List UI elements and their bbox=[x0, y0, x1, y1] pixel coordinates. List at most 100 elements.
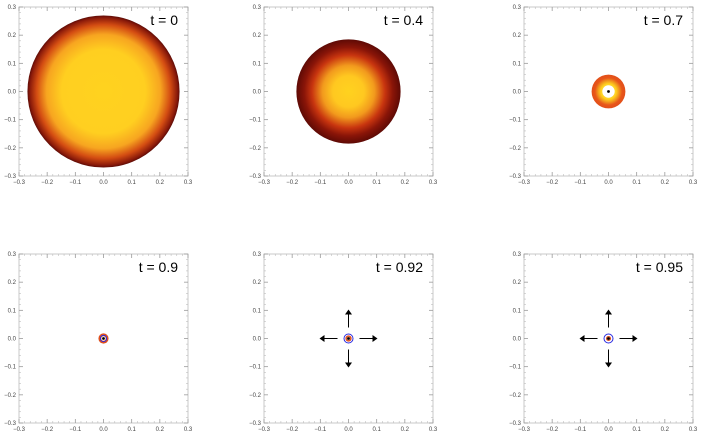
arrow-head bbox=[319, 335, 325, 342]
y-tick-label: 0.3 bbox=[513, 5, 522, 11]
x-tick-label: 0.3 bbox=[184, 180, 193, 186]
x-tick-label: 0.2 bbox=[401, 180, 410, 186]
x-tick-label: 0.0 bbox=[604, 427, 613, 433]
y-tick-label: −0.3 bbox=[509, 421, 522, 427]
x-tick-label: 0.3 bbox=[689, 180, 698, 186]
x-tick-label: 0.2 bbox=[156, 180, 165, 186]
y-tick-label: 0.3 bbox=[513, 252, 522, 258]
x-tick-label: 0.2 bbox=[156, 427, 165, 433]
x-tick-label: −0.2 bbox=[41, 180, 54, 186]
center-dot bbox=[347, 337, 350, 340]
y-tick-label: −0.1 bbox=[4, 365, 17, 371]
x-tick-label: 0.0 bbox=[344, 180, 353, 186]
x-tick-label: 0.1 bbox=[127, 180, 136, 186]
x-tick-label: 0.2 bbox=[401, 427, 410, 433]
y-tick-label: −0.2 bbox=[4, 393, 17, 399]
density-disk bbox=[296, 39, 401, 144]
center-dot bbox=[607, 337, 610, 340]
y-tick-label: 0.1 bbox=[253, 308, 262, 314]
y-tick-label: −0.2 bbox=[4, 146, 17, 152]
x-tick-label: 0.3 bbox=[184, 427, 193, 433]
x-tick-label: −0.1 bbox=[574, 180, 587, 186]
time-label: t = 0.95 bbox=[636, 259, 683, 275]
y-tick-label: 0.1 bbox=[253, 61, 262, 67]
arrow-head bbox=[345, 362, 352, 368]
panel-5: −0.3−0.3 −0.2 −0.2 −0.1 −0.1 0.0 0.0 0.1 0.1 0.2 0… bbox=[249, 252, 438, 433]
panel-4: −0.3−0.3 −0.2 −0.2 −0.1 −0.1 0.0 0.0 0.1 0.1 0.2 0… bbox=[4, 252, 193, 433]
x-tick-label: 0.3 bbox=[689, 427, 698, 433]
x-tick-label: 0.2 bbox=[661, 427, 670, 433]
y-tick-label: 0.2 bbox=[513, 280, 522, 286]
x-tick-label: −0.2 bbox=[286, 180, 299, 186]
y-tick-label: 0.2 bbox=[8, 33, 17, 39]
blue-ring bbox=[343, 333, 354, 344]
x-tick-label: −0.3 bbox=[258, 180, 271, 186]
x-tick-label: 0.1 bbox=[372, 180, 381, 186]
y-tick-label: −0.3 bbox=[509, 174, 522, 180]
blue-ring bbox=[99, 334, 108, 343]
arrow-head bbox=[632, 335, 638, 342]
x-tick-label: −0.2 bbox=[286, 427, 299, 433]
y-tick-label: 0.1 bbox=[513, 61, 522, 67]
center-dot bbox=[607, 90, 610, 93]
y-tick-label: 0.0 bbox=[253, 90, 262, 96]
y-tick-label: −0.2 bbox=[509, 146, 522, 152]
arrow-head bbox=[605, 362, 612, 368]
time-label: t = 0.7 bbox=[644, 12, 684, 28]
time-label: t = 0.4 bbox=[384, 12, 424, 28]
y-tick-label: 0.1 bbox=[8, 308, 17, 314]
panel-3: −0.3−0.3 −0.2 −0.2 −0.1 −0.1 0.0 0.0 0.1 0.1 0.2 0… bbox=[509, 5, 698, 186]
y-tick-label: 0.0 bbox=[253, 337, 262, 343]
x-tick-label: 0.1 bbox=[632, 427, 641, 433]
y-tick-label: 0.0 bbox=[8, 337, 17, 343]
panel-1: −0.3−0.3 −0.2 −0.2 −0.1 −0.1 0.0 0.0 0.1 0.1 0.2 0… bbox=[4, 5, 193, 186]
y-tick-label: −0.3 bbox=[4, 174, 17, 180]
x-tick-label: 0.3 bbox=[429, 427, 438, 433]
arrow-head bbox=[345, 309, 352, 315]
x-tick-label: 0.0 bbox=[604, 180, 613, 186]
x-tick-label: −0.2 bbox=[41, 427, 54, 433]
y-tick-label: 0.2 bbox=[8, 280, 17, 286]
y-tick-label: 0.1 bbox=[513, 308, 522, 314]
x-tick-label: 0.1 bbox=[127, 427, 136, 433]
y-tick-label: 0.2 bbox=[253, 33, 262, 39]
y-tick-label: 0.3 bbox=[8, 5, 17, 11]
x-tick-label: 0.0 bbox=[99, 427, 108, 433]
y-tick-label: −0.1 bbox=[249, 365, 262, 371]
x-tick-label: −0.3 bbox=[13, 180, 26, 186]
y-tick-label: −0.1 bbox=[4, 118, 17, 124]
y-tick-label: −0.1 bbox=[509, 365, 522, 371]
x-tick-label: 0.1 bbox=[372, 427, 381, 433]
x-tick-label: 0.3 bbox=[429, 180, 438, 186]
arrow-head bbox=[605, 309, 612, 315]
y-tick-label: 0.2 bbox=[253, 280, 262, 286]
y-tick-label: 0.3 bbox=[253, 5, 262, 11]
time-label: t = 0.9 bbox=[139, 259, 179, 275]
x-tick-label: −0.1 bbox=[69, 180, 82, 186]
y-tick-label: −0.3 bbox=[249, 174, 262, 180]
y-tick-label: −0.2 bbox=[249, 146, 262, 152]
x-tick-label: −0.1 bbox=[314, 427, 327, 433]
y-tick-label: 0.3 bbox=[253, 252, 262, 258]
x-tick-label: 0.1 bbox=[632, 180, 641, 186]
y-tick-label: −0.1 bbox=[249, 118, 262, 124]
y-tick-label: −0.3 bbox=[249, 421, 262, 427]
panel-6: −0.3−0.3 −0.2 −0.2 −0.1 −0.1 0.0 0.0 0.1 0.1 0.2 0… bbox=[509, 252, 698, 433]
x-tick-label: −0.1 bbox=[314, 180, 327, 186]
x-tick-label: −0.2 bbox=[546, 427, 559, 433]
arrow-head bbox=[372, 335, 378, 342]
x-tick-label: −0.3 bbox=[13, 427, 26, 433]
y-tick-label: 0.3 bbox=[8, 252, 17, 258]
x-tick-label: −0.1 bbox=[69, 427, 82, 433]
y-tick-label: 0.0 bbox=[8, 90, 17, 96]
x-tick-label: −0.3 bbox=[518, 427, 531, 433]
time-label: t = 0.92 bbox=[376, 259, 423, 275]
y-tick-label: −0.1 bbox=[509, 118, 522, 124]
y-tick-label: 0.0 bbox=[513, 337, 522, 343]
y-tick-label: 0.1 bbox=[8, 61, 17, 67]
panel-2: −0.3−0.3 −0.2 −0.2 −0.1 −0.1 0.0 0.0 0.1 0.1 0.2 0… bbox=[249, 5, 438, 186]
y-tick-label: −0.2 bbox=[249, 393, 262, 399]
y-tick-label: −0.2 bbox=[509, 393, 522, 399]
x-tick-label: −0.1 bbox=[574, 427, 587, 433]
